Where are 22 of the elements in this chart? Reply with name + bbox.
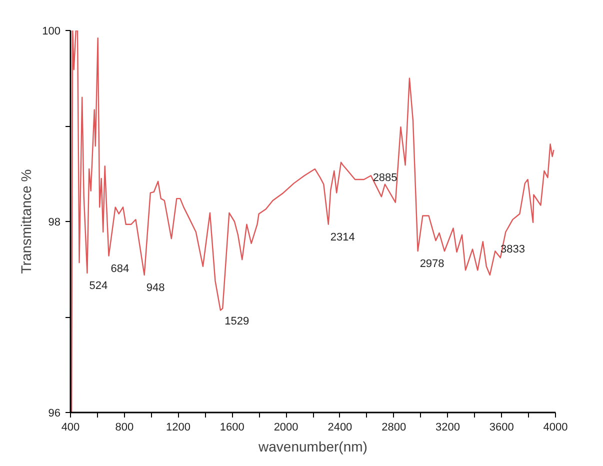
x-tick-label: 1600 [220,422,244,434]
x-tick-label: 400 [61,422,80,434]
annotation: 2885 [372,172,398,184]
x-tick-label: 2400 [328,422,352,434]
y-axis-title: Transmittance % [18,169,34,274]
y-tick-label: 96 [48,408,61,420]
annotation: 684 [110,262,130,275]
x-tick-label: 3200 [435,422,460,434]
x-tick-label: 800 [115,422,134,434]
x-tick-label: 4000 [543,422,568,434]
annotation: 1529 [224,315,250,328]
x-tick-label: 1200 [166,422,191,434]
x-tick-label: 2800 [382,422,406,434]
annotation: 948 [146,282,165,294]
y-tick-label: 100 [42,26,61,38]
y-tick-label: 98 [48,216,61,228]
x-tick-label: 2000 [274,422,298,434]
annotation: 2978 [420,258,444,270]
x-axis-title: wavenumber(nm) [258,438,368,454]
x-tick-label: 3600 [489,422,514,434]
annotation: 524 [89,280,108,292]
annotation: 2314 [330,231,355,244]
